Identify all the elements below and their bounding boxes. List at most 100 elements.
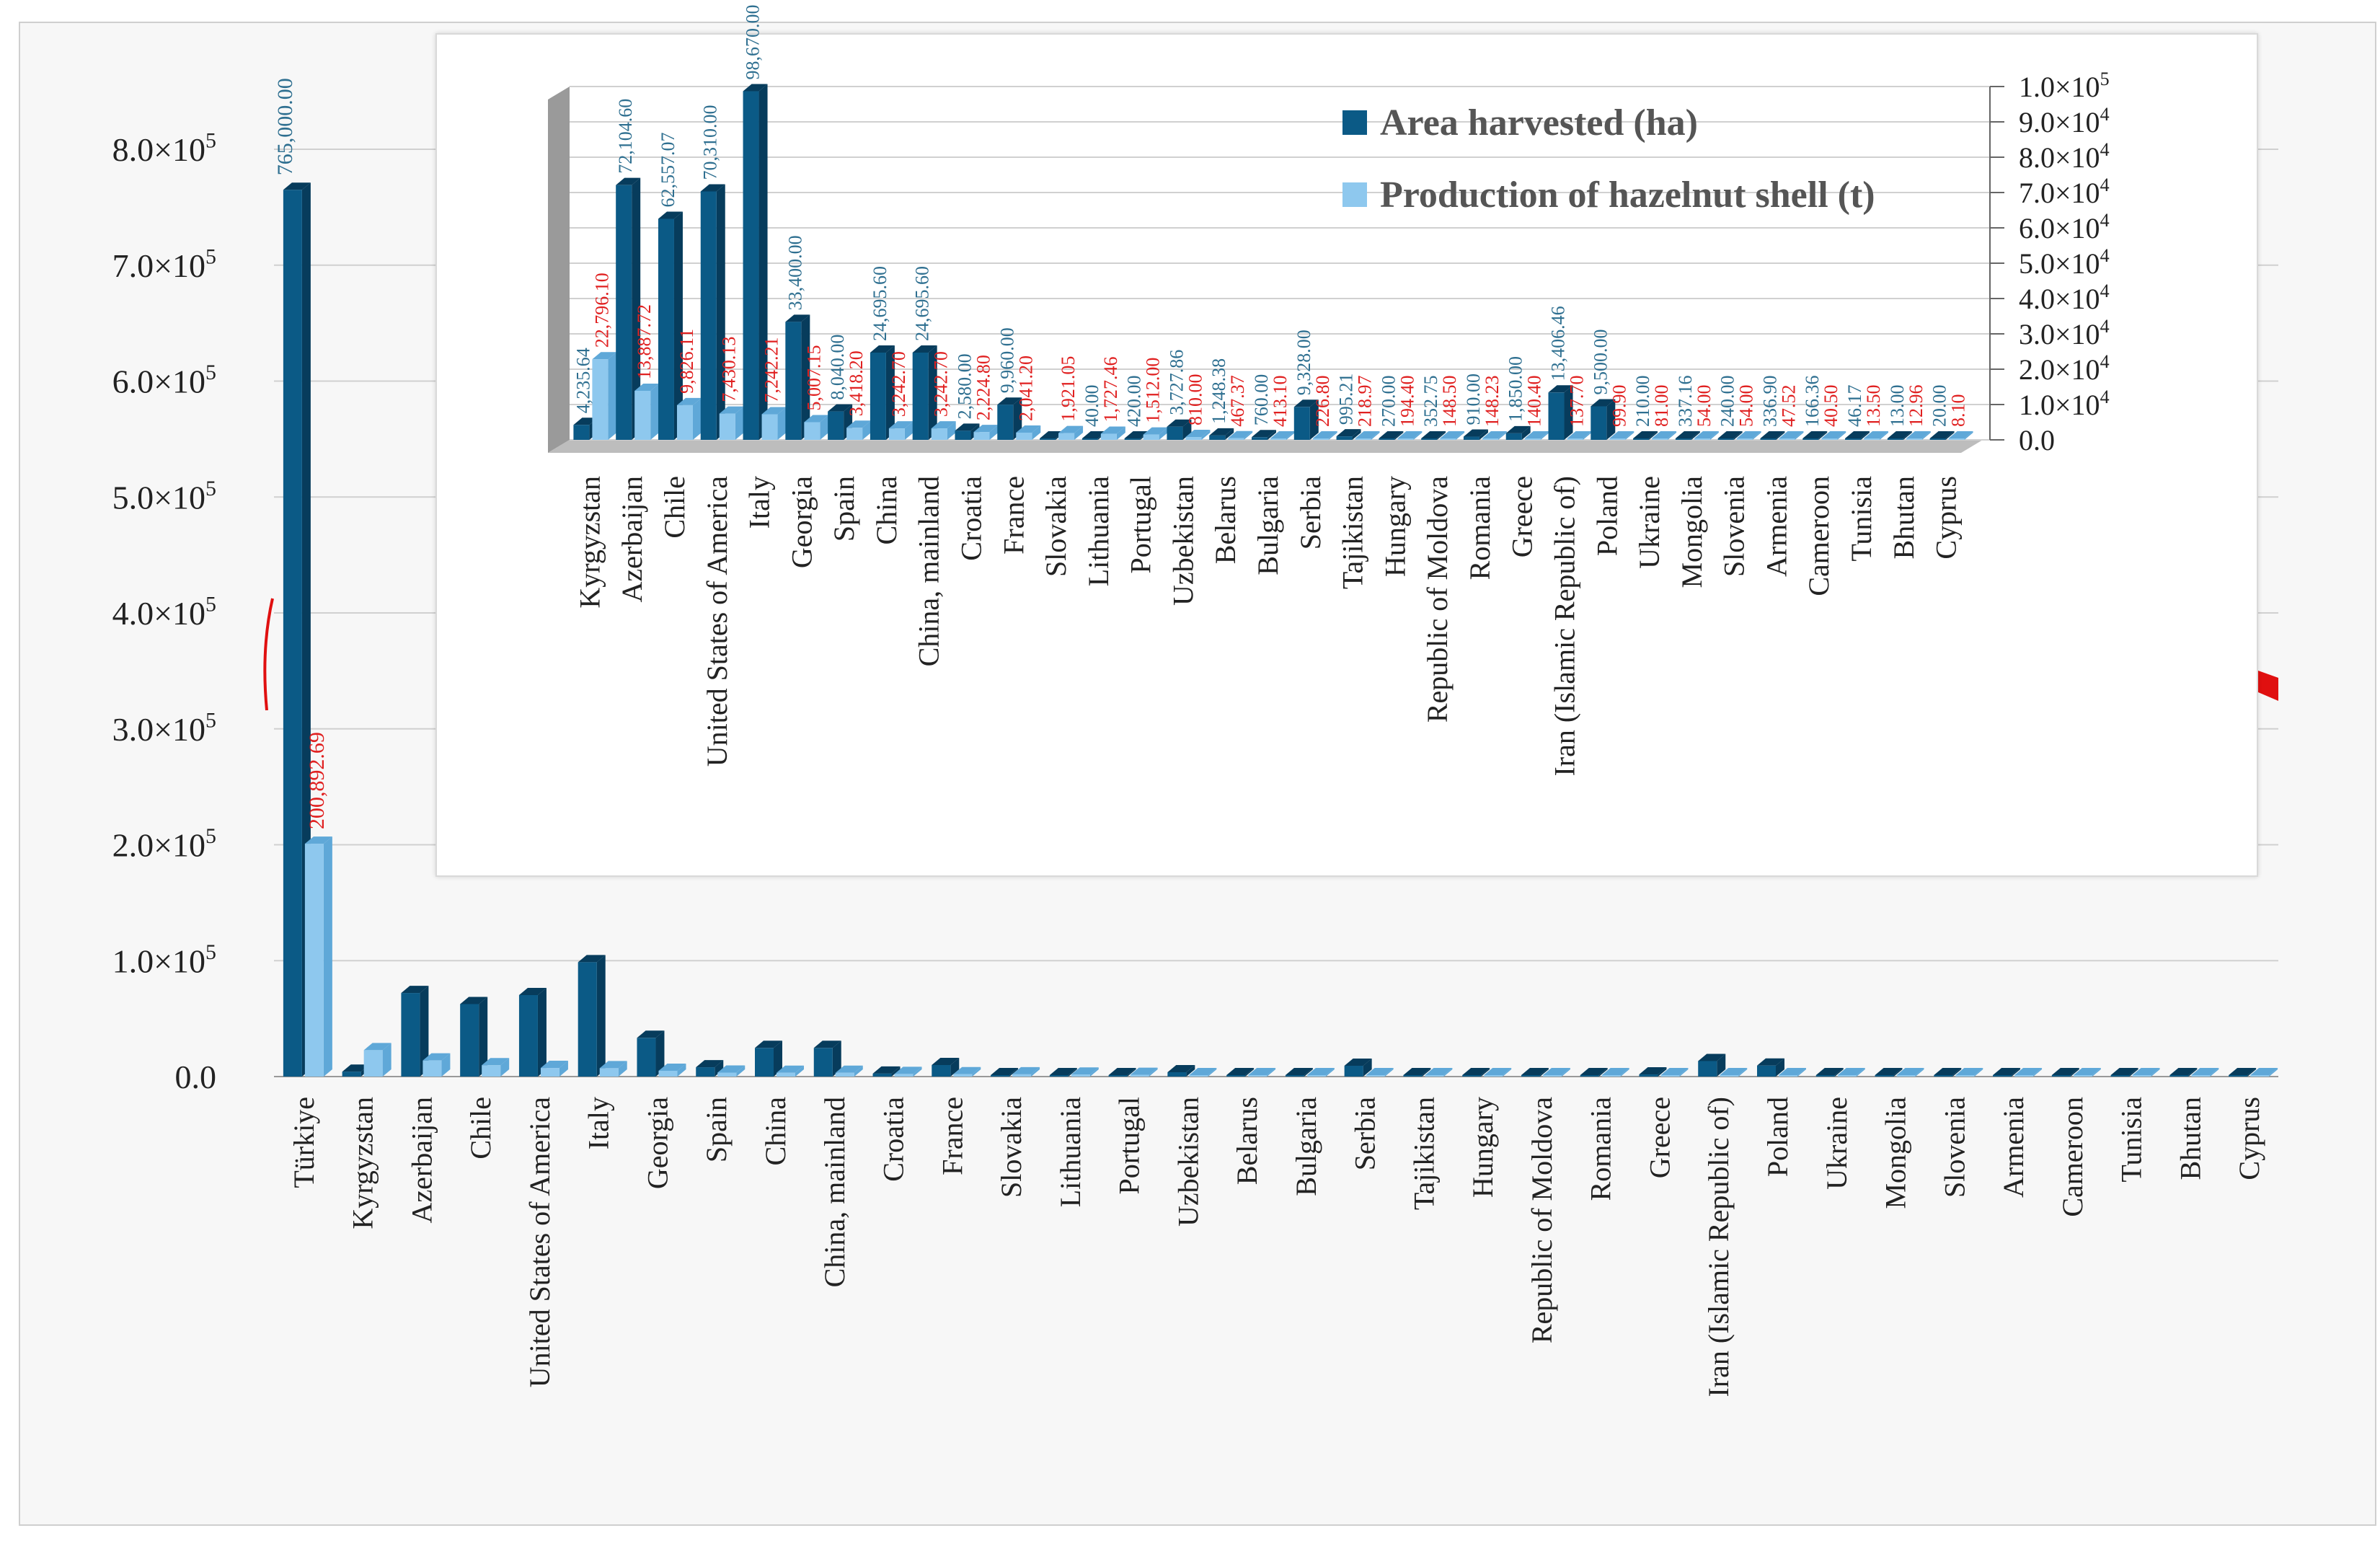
inset-data-label-shell: 3,242.70 (931, 351, 952, 417)
main-y-tick-label: 1.0×105 (112, 940, 216, 979)
main-bar-shell-iran-islamic-republic-of-top (1720, 1068, 1748, 1075)
main-bar-area-t-rkiye-front (283, 190, 302, 1077)
inset-bar-area-mongolia-front (1675, 438, 1691, 440)
inset-bar-shell-azerbaijan-front (634, 390, 651, 440)
main-bar-shell-spain-front (717, 1072, 737, 1077)
inset-data-label-shell: 1,921.05 (1058, 356, 1079, 422)
main-bar-shell-cyprus (2250, 1068, 2278, 1077)
inset-x-tick-label: Georgia (785, 476, 818, 568)
main-bar-area-china-mainland-top (813, 1041, 841, 1048)
main-bar-area-chile (460, 997, 488, 1077)
legend-item-shell: Production of hazelnut shell (t) (1342, 159, 1875, 231)
inset-data-label-area: 352.75 (1420, 376, 1441, 427)
main-x-tick-label: Türkiye (288, 1097, 320, 1188)
main-bar-area-kyrgyzstan-front (342, 1072, 361, 1077)
inset-bar-area-slovenia (1717, 431, 1743, 440)
main-bar-area-azerbaijan-top (401, 986, 429, 994)
inset-x-tick-label: Romania (1464, 476, 1496, 580)
main-bar-area-cameroon (2051, 1068, 2079, 1077)
inset-bar-area-cyprus-side (1945, 431, 1955, 440)
main-bar-area-uzbekistan-front (1167, 1072, 1187, 1077)
inset-bar-shell-china-top (888, 421, 913, 429)
main-bar-area-mongolia (1875, 1068, 1903, 1077)
inset-bar-area-china-mainland (912, 345, 937, 440)
main-bar-area-china-front (755, 1048, 774, 1077)
main-bar-area-azerbaijan-front (401, 993, 420, 1077)
inset-bar-shell-croatia-front (973, 432, 990, 440)
main-bar-shell-lithuania (1071, 1067, 1099, 1077)
main-bar-area-ukraine-front (1815, 1075, 1835, 1077)
inset-bar-shell-united-states-of-america-front (719, 413, 735, 440)
inset-data-label-area: 8,040.00 (827, 335, 848, 400)
main-bar-shell-iran-islamic-republic-of-side (1738, 1068, 1748, 1077)
main-bar-area-armenia-side (2012, 1068, 2021, 1077)
main-bar-shell-kyrgyzstan-side (382, 1043, 391, 1077)
main-bar-area-ukraine-side (1834, 1068, 1844, 1077)
inset-y-tick-label: 2.0×104 (2019, 351, 2110, 386)
main-bar-shell-poland-side (1797, 1068, 1806, 1077)
inset-chart-panel (435, 33, 2258, 877)
main-bar-area-lithuania-side (1068, 1068, 1077, 1077)
main-bar-shell-hungary (1484, 1068, 1512, 1077)
inset-bar-area-belarus-side (1225, 428, 1234, 440)
inset-data-label-area: 420.00 (1124, 375, 1145, 427)
inset-bar-shell-romania (1482, 431, 1507, 440)
main-bar-area-slovakia-side (1009, 1068, 1019, 1077)
main-x-tick-label: Lithuania (1054, 1097, 1087, 1208)
inset-bar-shell-republic-of-moldova (1440, 431, 1465, 440)
inset-bar-area-tunisia-top (1845, 431, 1870, 438)
main-bar-area-greece-top (1639, 1067, 1667, 1075)
main-bar-shell-t-rkiye-front (304, 844, 324, 1077)
inset-bar-shell-china-mainland-side (947, 421, 956, 440)
main-bar-area-serbia-top (1344, 1059, 1372, 1066)
main-bar-area-france-top (932, 1057, 960, 1065)
main-bar-area-united-states-of-america (518, 987, 547, 1077)
main-bar-area-portugal-top (1108, 1068, 1136, 1075)
inset-bar-shell-lithuania-top (1100, 426, 1125, 434)
inset-bar-area-serbia (1293, 399, 1319, 440)
main-bar-area-united-states-of-america-front (518, 994, 538, 1077)
main-bar-shell-mongolia (1896, 1068, 1924, 1077)
main-bar-area-ukraine (1815, 1068, 1844, 1077)
main-bar-area-serbia-front (1344, 1066, 1363, 1077)
inset-bar-shell-cameroon-front (1821, 438, 1838, 440)
inset-x-tick-label: France (997, 476, 1030, 555)
inset-bar-area-iran-islamic-republic-of-side (1564, 385, 1573, 440)
inset-bar-area-portugal-top (1124, 430, 1149, 438)
main-bar-shell-greece-front (1660, 1075, 1680, 1077)
inset-bar-shell-china-front (888, 428, 905, 440)
main-y-tick-label: 5.0×105 (112, 477, 216, 516)
inset-x-tick-label: Bulgaria (1252, 476, 1284, 575)
inset-data-label-area: 760.00 (1251, 374, 1272, 426)
main-bar-shell-united-states-of-america-front (540, 1068, 559, 1077)
inset-bar-shell-georgia-top (804, 415, 829, 423)
main-x-tick-label: China (759, 1097, 792, 1166)
main-bar-shell-azerbaijan-front (423, 1060, 442, 1077)
main-bar-shell-azerbaijan-side (441, 1053, 451, 1077)
main-bar-area-poland-front (1757, 1065, 1776, 1077)
inset-bar-area-cameroon-top (1802, 431, 1828, 438)
inset-bar-area-china-front (870, 352, 886, 440)
inset-bar-area-iran-islamic-republic-of-top (1548, 385, 1573, 393)
main-x-tick-label: Cyprus (2233, 1097, 2265, 1180)
inset-data-label-shell: 9,826.11 (676, 329, 697, 394)
inset-bar-shell-uzbekistan-side (1201, 430, 1211, 440)
inset-data-label-shell: 47.52 (1778, 385, 1799, 428)
inset-bar-area-spain-front (828, 411, 844, 440)
inset-bar-area-cameroon-front (1802, 438, 1819, 440)
inset-bar-area-france-top (997, 397, 1022, 405)
red-marker-left (263, 598, 274, 711)
main-bar-shell-tajikistan-top (1425, 1068, 1453, 1075)
main-bar-area-serbia-side (1363, 1059, 1372, 1077)
inset-bar-shell-kyrgyzstan (592, 352, 617, 440)
inset-bar-shell-tunisia-front (1864, 438, 1880, 440)
inset-bar-shell-china-mainland-top (931, 421, 956, 429)
inset-bar-shell-bulgaria-front (1270, 438, 1286, 440)
main-bar-shell-hungary-front (1484, 1075, 1503, 1077)
inset-bar-area-cameroon (1802, 431, 1828, 440)
main-bar-shell-uzbekistan-front (1189, 1075, 1208, 1077)
inset-bar-area-lithuania-front (1081, 438, 1098, 440)
main-x-tick-label: Slovakia (995, 1097, 1027, 1198)
main-x-tick-label: Portugal (1113, 1097, 1146, 1195)
main-bar-shell-portugal-front (1130, 1074, 1149, 1077)
